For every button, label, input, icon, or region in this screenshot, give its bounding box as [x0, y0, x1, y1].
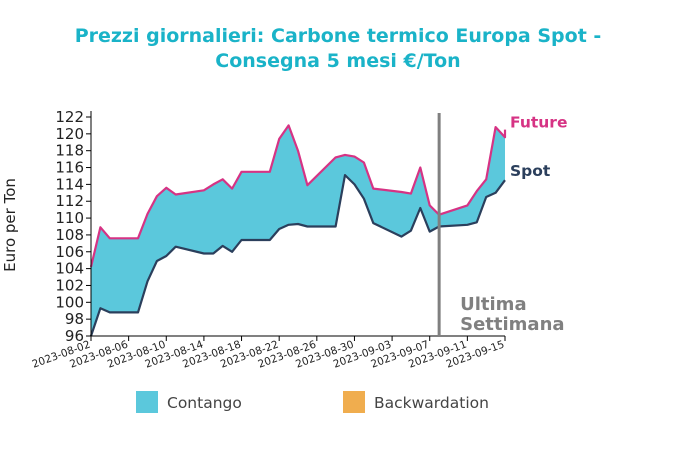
- y-tick-label: 108: [55, 226, 84, 244]
- label-layer: Future Spot: [510, 114, 567, 181]
- line-layer: [89, 124, 507, 337]
- series-label-future: Future: [510, 114, 567, 132]
- spot-line: [89, 174, 506, 337]
- y-tick-label: 104: [55, 260, 84, 278]
- chart-title-line-2: Consegna 5 mesi €/Ton: [215, 50, 460, 72]
- chart-title-line-1: Prezzi giornalieri: Carbone termico Euro…: [75, 25, 602, 47]
- y-tick-label: 102: [55, 276, 84, 294]
- series-label-spot: Spot: [510, 162, 551, 180]
- legend-label-contango: Contango: [167, 394, 242, 412]
- y-tick-label: 98: [65, 310, 84, 328]
- y-axis-label: Euro per Ton: [1, 178, 19, 272]
- future-line: [89, 124, 507, 268]
- contango-area: [91, 125, 505, 337]
- y-tick-label: 110: [55, 209, 84, 227]
- legend-swatch-backwardation: [343, 391, 365, 413]
- y-tick-label: 116: [55, 159, 84, 177]
- y-tick-label: 96: [65, 327, 84, 345]
- y-tick-label: 100: [55, 293, 84, 311]
- y-tick-label: 112: [55, 192, 84, 210]
- y-tick-label: 106: [55, 243, 84, 261]
- y-tick-label: 114: [55, 175, 84, 193]
- y-tick-label: 120: [55, 125, 84, 143]
- y-tick-label: 118: [55, 142, 84, 160]
- legend-swatch-contango: [136, 391, 158, 413]
- last-week-label: Ultima: [460, 294, 526, 315]
- fill-layer: [91, 125, 505, 337]
- legend: Contango Backwardation: [136, 391, 489, 413]
- last-week-label: Settimana: [460, 314, 564, 335]
- y-tick-label: 122: [55, 108, 84, 126]
- legend-label-backwardation: Backwardation: [374, 394, 489, 412]
